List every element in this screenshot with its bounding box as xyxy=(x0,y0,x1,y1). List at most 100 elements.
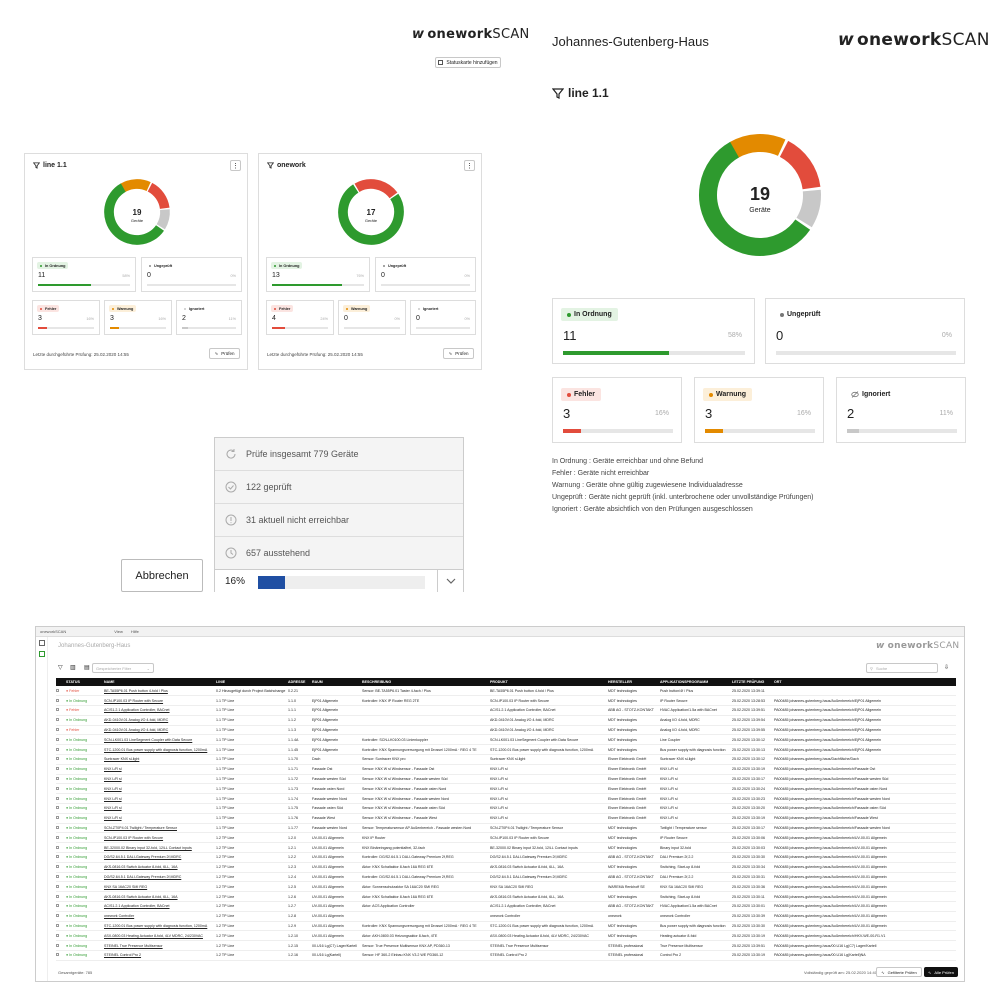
row-checkbox[interactable] xyxy=(56,872,64,882)
row-checkbox[interactable] xyxy=(56,843,64,853)
table-row[interactable]: ● In Ordnung SCN-ZT0P4.01 Twilight / Temp… xyxy=(56,823,956,833)
row-checkbox[interactable] xyxy=(56,784,64,794)
table-cell[interactable]: KNX L/R sl xyxy=(104,806,122,811)
row-checkbox[interactable] xyxy=(56,755,64,765)
table-cell[interactable]: DG/S2.64.5.1 DALI-Gateway Premium 2f,MDR… xyxy=(104,855,182,860)
table-cell[interactable]: AKD-0410V.01 Analog I/O 4-fold, MDRC xyxy=(104,728,169,733)
table-cell[interactable]: DG/S2.64.5.1 DALI-Gateway Premium 2f,MDR… xyxy=(104,875,182,880)
table-cell[interactable]: KNX L/R sl xyxy=(104,777,122,782)
column-header[interactable]: ADRESSE xyxy=(288,680,306,684)
row-checkbox[interactable] xyxy=(56,862,64,872)
card-tile-ignored[interactable]: Ignoriert 2 11% xyxy=(176,300,242,335)
table-row[interactable]: ● In Ordnung ASX-0800.03 Heating Actuator… xyxy=(56,931,956,941)
card-tile-warning[interactable]: Warnung 0 0% xyxy=(338,300,406,335)
row-checkbox[interactable] xyxy=(56,715,64,725)
row-checkbox[interactable] xyxy=(56,882,64,892)
saved-filter-dropdown[interactable]: Gespeicherter Filter ⌄ xyxy=(92,663,154,673)
table-cell[interactable]: KNX L/R sl xyxy=(104,796,122,801)
table-cell[interactable]: SCN-IP100.03 IP Router with Secure xyxy=(104,698,164,703)
table-row[interactable]: ● In Ordnung AKS-0816.03 Switch Actuator … xyxy=(56,892,956,902)
column-header[interactable]: LETZTE PRÜFUNG xyxy=(732,680,765,684)
table-row[interactable]: ● In Ordnung KNX L/R sl 1.1 TP Line 1.1.74 F… xyxy=(56,794,956,804)
table-row[interactable]: ● In Ordnung KNX L/R sl 1.1 TP Line 1.1.75 F… xyxy=(56,804,956,814)
table-cell[interactable]: AC/S1.2.1 Application Controller, BACnet xyxy=(104,904,170,909)
menu-view[interactable]: View xyxy=(114,629,123,634)
table-cell[interactable]: STC-1200.01 Bus power supply with diagno… xyxy=(104,924,208,929)
table-row[interactable]: ● In Ordnung STC-1200.01 Bus power supply… xyxy=(56,921,956,931)
card-tile-ignored[interactable]: Ignoriert 0 0% xyxy=(410,300,476,335)
column-header[interactable]: HERSTELLER xyxy=(608,680,632,684)
card-tile-ok[interactable]: In Ordnung 11 58% xyxy=(32,257,136,292)
table-cell[interactable]: KNX L/R sl xyxy=(104,786,122,791)
table-cell[interactable]: KNX L/R sl xyxy=(104,816,122,821)
check-filtered-button[interactable]: ∿ Gefilterte Prüfen xyxy=(876,967,922,977)
table-cell[interactable]: AKD-0410V.01 Analog I/O 4-fold, MDRC xyxy=(104,718,169,723)
card-tile-warning[interactable]: Warnung 3 16% xyxy=(104,300,172,335)
detail-tile-unchecked[interactable]: Ungeprüft 0 0% xyxy=(765,298,965,364)
column-header[interactable]: LINIE xyxy=(216,680,226,684)
card-tile-unchecked[interactable]: Ungeprüft 0 0% xyxy=(375,257,476,292)
column-header[interactable]: NAME xyxy=(104,680,115,684)
table-row[interactable]: ● In Ordnung DG/S2.64.5.1 DALI-Gateway Pr… xyxy=(56,853,956,863)
table-row[interactable]: ● In Ordnung STEINEL True Presence Multis… xyxy=(56,941,956,951)
select-all-checkbox[interactable] xyxy=(56,678,64,686)
filter-icon[interactable]: ▽ xyxy=(58,665,63,671)
table-row[interactable]: ● In Ordnung STEINEL Control Pro 2 1.2 TP … xyxy=(56,951,956,961)
export-icon[interactable]: ⇩ xyxy=(944,665,950,671)
table-row[interactable]: ● Fehler AC/S1.2.1 Application Controller… xyxy=(56,706,956,716)
table-cell[interactable]: AKS-0816.03 Switch Actuator 8-fold, 6LL,… xyxy=(104,865,178,870)
app-tab[interactable]: oneworkSCAN xyxy=(40,629,67,634)
table-cell[interactable]: AC/S1.2.1 Application Controller, BACnet xyxy=(104,708,170,713)
row-checkbox[interactable] xyxy=(56,911,64,921)
column-header[interactable]: APPLIKATIONSPROGRAMM xyxy=(660,680,709,684)
table-row[interactable]: ● Fehler AKD-0410V.01 Analog I/O 4-fold, … xyxy=(56,725,956,735)
row-checkbox[interactable] xyxy=(56,931,64,941)
column-header[interactable]: ORT xyxy=(774,680,782,684)
table-row[interactable]: ● In Ordnung onework Controller 1.2 TP Lin… xyxy=(56,911,956,922)
row-checkbox[interactable] xyxy=(56,725,64,735)
table-row[interactable]: ● In Ordnung BE-32000.02 Binary input 32-… xyxy=(56,843,956,853)
card-menu-button[interactable]: ⋮ xyxy=(464,160,475,171)
row-checkbox[interactable] xyxy=(56,823,64,833)
table-row[interactable]: ● In Ordnung KNX SA 16AC20 SMI REG 1.2 TP … xyxy=(56,882,956,892)
table-cell[interactable]: ASX-0800.03 Heating Actuator 8-fold, 4LV… xyxy=(104,933,203,938)
row-checkbox[interactable] xyxy=(56,794,64,804)
add-status-card-button[interactable]: Statuskarte hinzufügen xyxy=(435,57,501,68)
column-header[interactable]: STATUS xyxy=(66,680,80,684)
table-cell[interactable]: onework Controller xyxy=(104,914,135,919)
detail-tile-ignored[interactable]: Ignoriert 2 11% xyxy=(836,377,966,443)
detail-tile-warning[interactable]: Warnung 3 16% xyxy=(694,377,824,443)
table-row[interactable]: ● In Ordnung KNX L/R sl 1.1 TP Line 1.1.73 F… xyxy=(56,784,956,794)
menu-help[interactable]: Hilfe xyxy=(130,629,139,634)
table-cell[interactable]: BE-TA55P6.01 Push button 4-fold / Plus xyxy=(104,688,168,693)
table-row[interactable]: ● In Ordnung AC/S1.2.1 Application Contro… xyxy=(56,902,956,912)
card-tile-unchecked[interactable]: Ungeprüft 0 0% xyxy=(141,257,242,292)
card-tile-ok[interactable]: In Ordnung 13 76% xyxy=(266,257,370,292)
row-checkbox[interactable] xyxy=(56,804,64,814)
row-checkbox[interactable] xyxy=(56,696,64,706)
card-check-button[interactable]: ∿ Prüfen xyxy=(443,348,474,359)
card-check-button[interactable]: ∿ Prüfen xyxy=(209,348,240,359)
search-input[interactable]: ⚲ Suche xyxy=(866,663,938,673)
row-checkbox[interactable] xyxy=(56,686,64,696)
column-header[interactable]: RAUM xyxy=(312,680,323,684)
table-cell[interactable]: STEINEL True Presence Multisensor xyxy=(104,943,163,948)
table-cell[interactable]: Suntracer KNX sl-light xyxy=(104,757,140,762)
home-icon[interactable] xyxy=(39,640,45,646)
table-row[interactable]: ● In Ordnung Suntracer KNX sl-light 1.1 TP… xyxy=(56,755,956,765)
row-checkbox[interactable] xyxy=(56,745,64,755)
table-row[interactable]: ● In Ordnung AKS-0816.03 Switch Actuator … xyxy=(56,862,956,873)
detail-tile-ok[interactable]: In Ordnung 11 58% xyxy=(552,298,755,364)
check-all-button[interactable]: ∿ Alle Prüfen xyxy=(924,967,958,977)
detail-tile-error[interactable]: Fehler 3 16% xyxy=(552,377,682,443)
table-row[interactable]: ● Fehler BE-TA55P6.01 Push button 4-fold … xyxy=(56,686,956,696)
table-row[interactable]: ● In Ordnung KNX L/R sl 1.1 TP Line 1.1.71 F… xyxy=(56,764,956,775)
table-cell[interactable]: STC-1200.01 Bus power supply with diagno… xyxy=(104,747,208,752)
table-row[interactable]: ● In Ordnung KNX L/R sl 1.1 TP Line 1.1.76 F… xyxy=(56,813,956,824)
column-header[interactable]: BESCHREIBUNG xyxy=(362,680,392,684)
card-menu-button[interactable]: ⋮ xyxy=(230,160,241,171)
table-cell[interactable]: SCN-LK001.03 LineSegment Coupler with Da… xyxy=(104,737,193,742)
table-cell[interactable]: STEINEL Control Pro 2 xyxy=(104,953,142,958)
table-row[interactable]: ● In Ordnung SCN-LK001.03 LineSegment Cou… xyxy=(56,735,956,745)
row-checkbox[interactable] xyxy=(56,892,64,902)
